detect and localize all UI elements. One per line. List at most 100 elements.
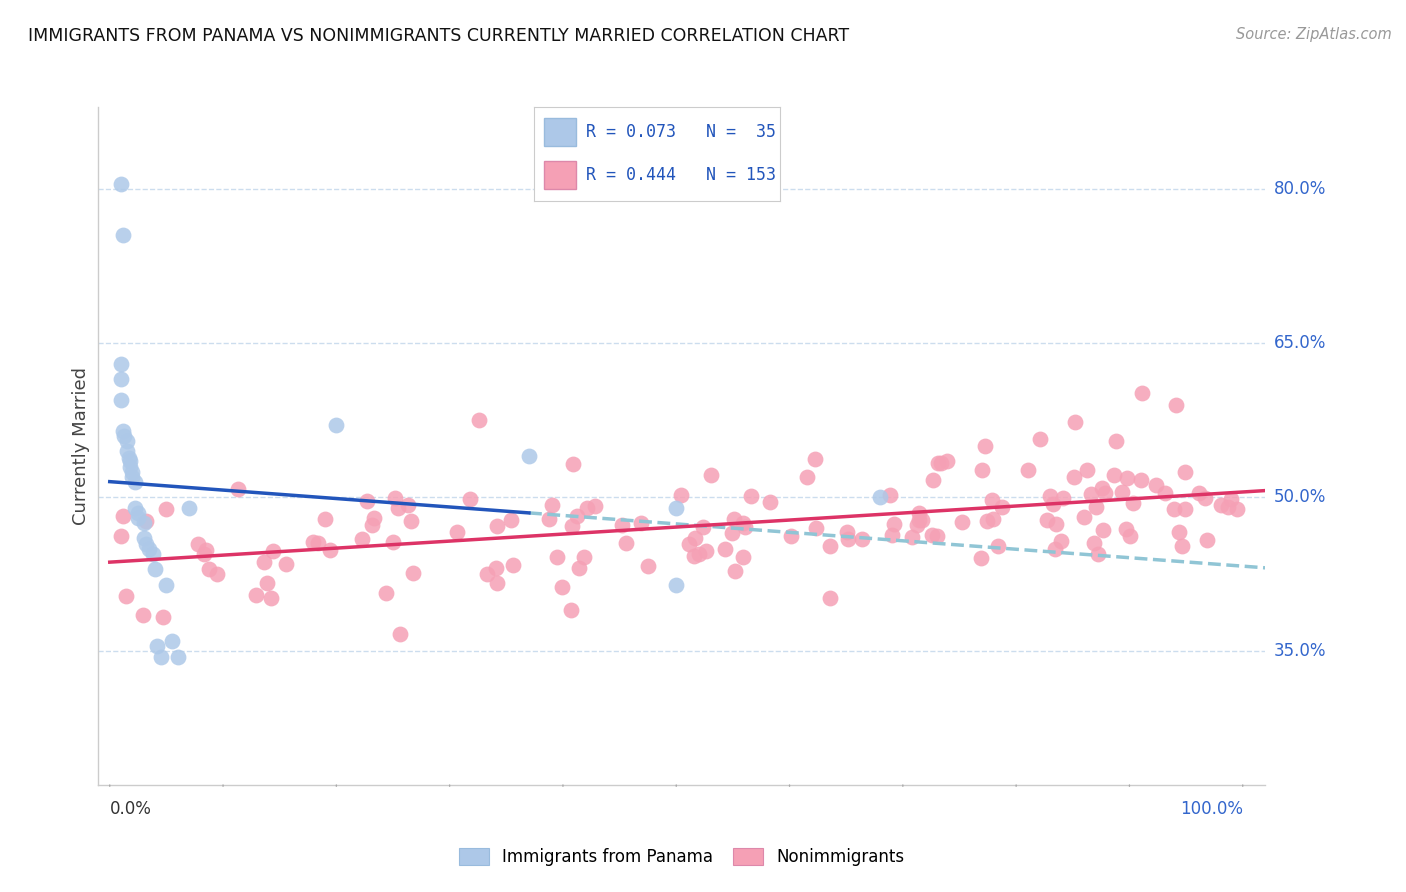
Point [970,550,993,565]
Point [561,519,583,533]
Point [1052,491,1074,505]
Point [166,649,188,664]
Point [458,492,481,507]
Point [733,550,755,565]
Point [127,511,149,525]
Point [723,511,745,525]
Point [120,459,142,474]
Point [929,456,952,470]
Point [132,532,155,546]
Point [700,468,723,483]
Point [127,506,149,520]
Point [683,531,706,545]
Y-axis label: Currently Married: Currently Married [72,367,90,525]
Point [1130,473,1153,487]
Point [1188,486,1211,500]
Point [143,562,166,576]
Point [546,550,568,565]
Point [193,547,215,561]
Point [614,535,637,549]
Point [1087,547,1109,561]
Point [976,514,998,528]
Point [1164,398,1187,412]
Point [350,532,373,546]
Point [155,577,177,591]
Point [124,500,146,515]
Point [583,500,606,514]
Point [1039,489,1062,503]
Point [110,177,132,191]
Point [396,498,419,512]
Point [1073,510,1095,524]
Text: IMMIGRANTS FROM PANAMA VS NONIMMIGRANTS CURRENTLY MARRIED CORRELATION CHART: IMMIGRANTS FROM PANAMA VS NONIMMIGRANTS … [28,27,849,45]
Point [880,528,903,542]
Point [869,491,891,505]
Point [692,520,714,534]
Point [820,591,842,605]
Point [1076,463,1098,477]
Point [1118,529,1140,543]
Text: 80.0%: 80.0% [1274,180,1326,198]
Point [314,512,336,526]
Point [402,566,425,580]
Point [981,512,1004,526]
Point [1049,534,1071,549]
Point [135,536,157,550]
Point [714,541,737,556]
Point [835,525,858,540]
Point [124,475,146,489]
Point [561,457,583,471]
Point [382,534,405,549]
Point [796,469,818,483]
Point [1042,497,1064,511]
Point [120,454,142,468]
Point [1091,523,1114,537]
Point [1174,465,1197,479]
Point [980,493,1002,508]
Point [1105,434,1128,448]
Point [486,519,509,533]
Point [114,428,136,442]
Point [567,560,589,574]
Point [1036,513,1059,527]
Point [1216,500,1239,515]
Point [921,528,943,542]
Point [973,439,995,453]
Point [110,529,132,543]
Point [477,566,499,581]
Point [575,501,598,516]
Point [115,434,138,448]
Point [550,580,572,594]
Point [1220,491,1243,506]
Text: 50.0%: 50.0% [1274,488,1326,507]
Point [387,500,409,515]
Point [936,453,959,467]
Text: R = 0.444   N = 153: R = 0.444 N = 153 [586,167,776,185]
Point [110,392,132,407]
Point [205,567,228,582]
Point [1195,533,1218,548]
Point [274,557,297,571]
Point [911,513,934,527]
Point [1080,486,1102,500]
Point [1063,470,1085,484]
Point [374,586,396,600]
Text: 65.0%: 65.0% [1274,334,1326,352]
Point [160,634,183,648]
Point [695,544,717,558]
Point [803,452,825,467]
Point [818,539,841,553]
FancyBboxPatch shape [544,161,576,189]
Point [467,412,489,426]
Point [152,610,174,624]
Point [115,589,138,603]
Point [905,518,928,533]
Point [115,444,138,458]
Point [110,372,132,386]
Point [197,562,219,576]
Point [987,539,1010,553]
Point [301,535,323,549]
Point [262,543,284,558]
Point [537,512,560,526]
Point [610,518,633,533]
